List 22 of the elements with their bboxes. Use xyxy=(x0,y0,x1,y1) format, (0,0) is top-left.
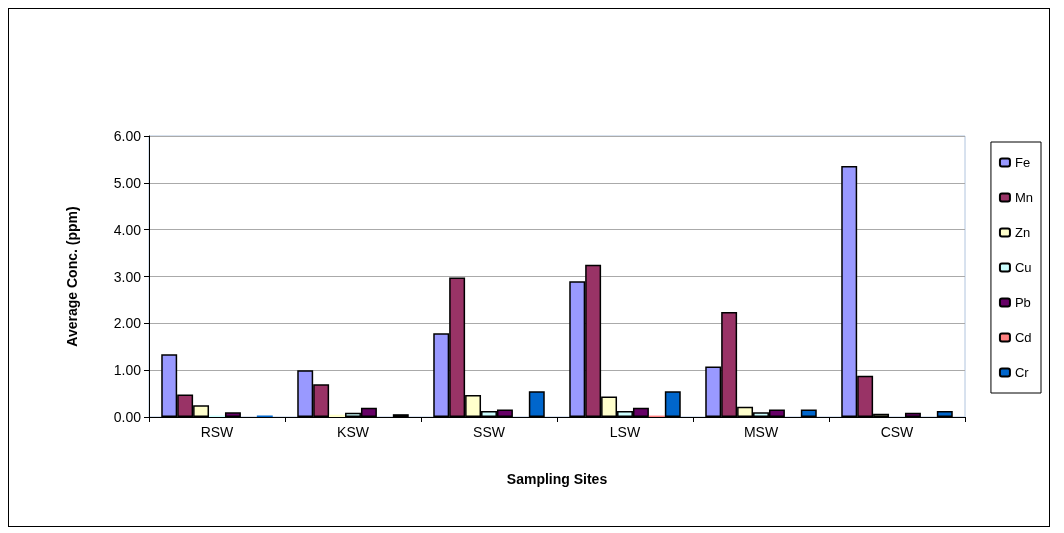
legend-label: Cu xyxy=(1014,260,1032,275)
y-tick-label: 2.00 xyxy=(113,315,142,332)
y-tick-label: 1.00 xyxy=(113,362,142,379)
legend-label: Pb xyxy=(1014,295,1031,310)
y-tick-label: 4.00 xyxy=(113,221,142,238)
x-tick-label: SSW xyxy=(473,424,506,440)
legend-label: Zn xyxy=(1014,225,1031,240)
y-tick-label: 5.00 xyxy=(113,174,142,191)
legend-label: Mn xyxy=(1014,190,1033,205)
y-tick-label: 3.00 xyxy=(113,268,142,285)
x-tick-label: MSW xyxy=(743,424,779,440)
x-tick-label: CSW xyxy=(880,424,915,440)
y-tick-label: 0.00 xyxy=(113,409,142,425)
legend-label: Cd xyxy=(1014,330,1032,345)
x-tick-label: RSW xyxy=(200,424,235,440)
legend-label: Fe xyxy=(1014,155,1031,170)
y-tick-label: 6.00 xyxy=(113,128,142,144)
x-tick-label: KSW xyxy=(337,424,370,440)
x-axis-title: Sampling Sites xyxy=(506,471,608,487)
y-axis-title: Average Conc. (ppm) xyxy=(64,206,80,347)
legend-label: Cr xyxy=(1014,365,1030,380)
x-tick-label: LSW xyxy=(609,424,641,440)
